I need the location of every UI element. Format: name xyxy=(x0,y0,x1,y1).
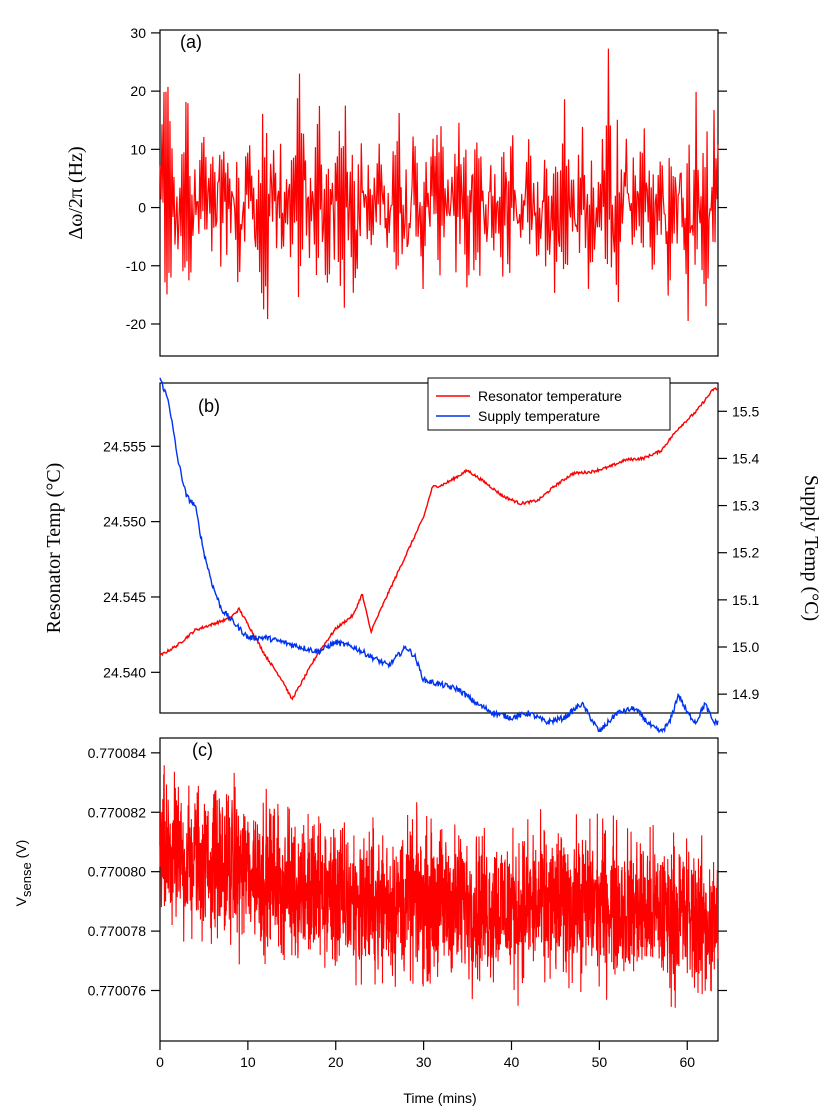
panel-a-y-tick-label: -20 xyxy=(126,316,146,332)
panel-c-y-tick-label: 0.770078 xyxy=(88,923,147,939)
panel-a: -20 -10 0 10 20 30 (a) Δω/2π (Hz) xyxy=(65,25,727,357)
series-sense-voltage xyxy=(159,765,719,1008)
panel-c-x-tick-label: 10 xyxy=(240,1054,256,1070)
panel-c-y-tick-label: 0.770082 xyxy=(88,804,147,820)
panel-b-label: (b) xyxy=(198,396,220,416)
panel-b-series xyxy=(159,377,719,734)
panel-b-right-y-tick-label: 15.1 xyxy=(732,592,759,608)
panel-c-y-ticks: 0.770076 0.770078 0.770080 0.770082 0.770084 xyxy=(88,745,727,999)
panel-a-y-tick-label: 20 xyxy=(130,83,146,99)
panel-b-left-y-tick-label: 24.550 xyxy=(103,514,146,530)
panel-a-y-ticks: -20 -10 0 10 20 30 xyxy=(126,25,727,332)
panel-b-right-y-tick-label: 15.2 xyxy=(732,545,759,561)
ylabel-unit: (V) xyxy=(13,840,29,859)
panel-b-ylabel-left: Resonator Temp (°C) xyxy=(43,463,65,634)
panel-a-y-tick-label: 30 xyxy=(130,25,146,41)
panel-c-xlabel: Time (mins) xyxy=(403,1090,476,1106)
series-resonator-temperature xyxy=(159,387,719,701)
panel-a-frame xyxy=(159,29,719,357)
panel-b-right-y-tick-label: 15.5 xyxy=(732,403,759,419)
panel-c-x-tick-label: 0 xyxy=(156,1054,164,1070)
legend-box xyxy=(427,377,671,431)
panel-c-x-tick-label: 40 xyxy=(504,1054,520,1070)
panel-b-ylabel-right: Supply Temp (°C) xyxy=(800,475,822,621)
panel-c-x-tick-label: 50 xyxy=(592,1054,608,1070)
panel-c-frame xyxy=(159,737,719,1042)
panel-b-right-y-tick-label: 15.3 xyxy=(732,498,759,514)
panel-b-left-y-ticks: 24.540 24.545 24.550 24.555 xyxy=(103,438,160,680)
panel-a-y-tick-label: 10 xyxy=(130,141,146,157)
panel-c-x-tick-label: 20 xyxy=(328,1054,344,1070)
panel-b: 24.540 24.545 24.550 24.555 14.9 15.0 15.1 15.… xyxy=(43,377,822,734)
panel-b-right-y-tick-label: 14.9 xyxy=(732,686,759,702)
panel-b-right-y-ticks: 14.9 15.0 15.1 15.2 15.3 15.4 15.5 xyxy=(718,403,759,702)
panel-b-left-y-tick-label: 24.545 xyxy=(103,589,146,605)
panel-b-legend: Resonator temperature Supply temperature xyxy=(427,377,671,431)
legend-label-supply: Supply temperature xyxy=(478,408,600,424)
panel-b-left-y-tick-label: 24.555 xyxy=(103,438,146,454)
panel-b-right-y-tick-label: 15.0 xyxy=(732,639,759,655)
panel-b-left-y-tick-label: 24.540 xyxy=(103,664,146,680)
panel-c-y-tick-label: 0.770084 xyxy=(88,745,147,761)
series-supply-temperature xyxy=(159,377,719,734)
legend-label-resonator: Resonator temperature xyxy=(478,388,622,404)
panel-a-series xyxy=(159,48,719,322)
panel-a-y-tick-label: -10 xyxy=(126,258,146,274)
panel-b-right-y-tick-label: 15.4 xyxy=(732,450,759,466)
panel-c-x-tick-label: 60 xyxy=(679,1054,695,1070)
panel-c-x-ticks: 0 10 20 30 40 50 60 xyxy=(156,1041,695,1070)
panel-a-y-tick-label: 0 xyxy=(138,200,146,216)
ylabel-symbol: V xyxy=(13,896,29,906)
panel-c-series xyxy=(159,765,719,1008)
panel-a-ylabel: Δω/2π (Hz) xyxy=(65,146,87,239)
panel-c-ylabel: Vsense (V) xyxy=(13,840,34,907)
panel-c: 0.770076 0.770078 0.770080 0.770082 0.770084… xyxy=(13,737,727,1106)
panel-a-label: (a) xyxy=(180,32,202,52)
panel-c-y-tick-label: 0.770076 xyxy=(88,983,147,999)
panel-c-y-tick-label: 0.770080 xyxy=(88,864,147,880)
panel-c-x-tick-label: 30 xyxy=(416,1054,432,1070)
panel-c-label: (c) xyxy=(192,740,213,760)
series-frequency-deviation xyxy=(159,48,719,322)
panel-b-frame xyxy=(159,382,719,714)
ylabel-subscript: sense xyxy=(19,862,34,897)
